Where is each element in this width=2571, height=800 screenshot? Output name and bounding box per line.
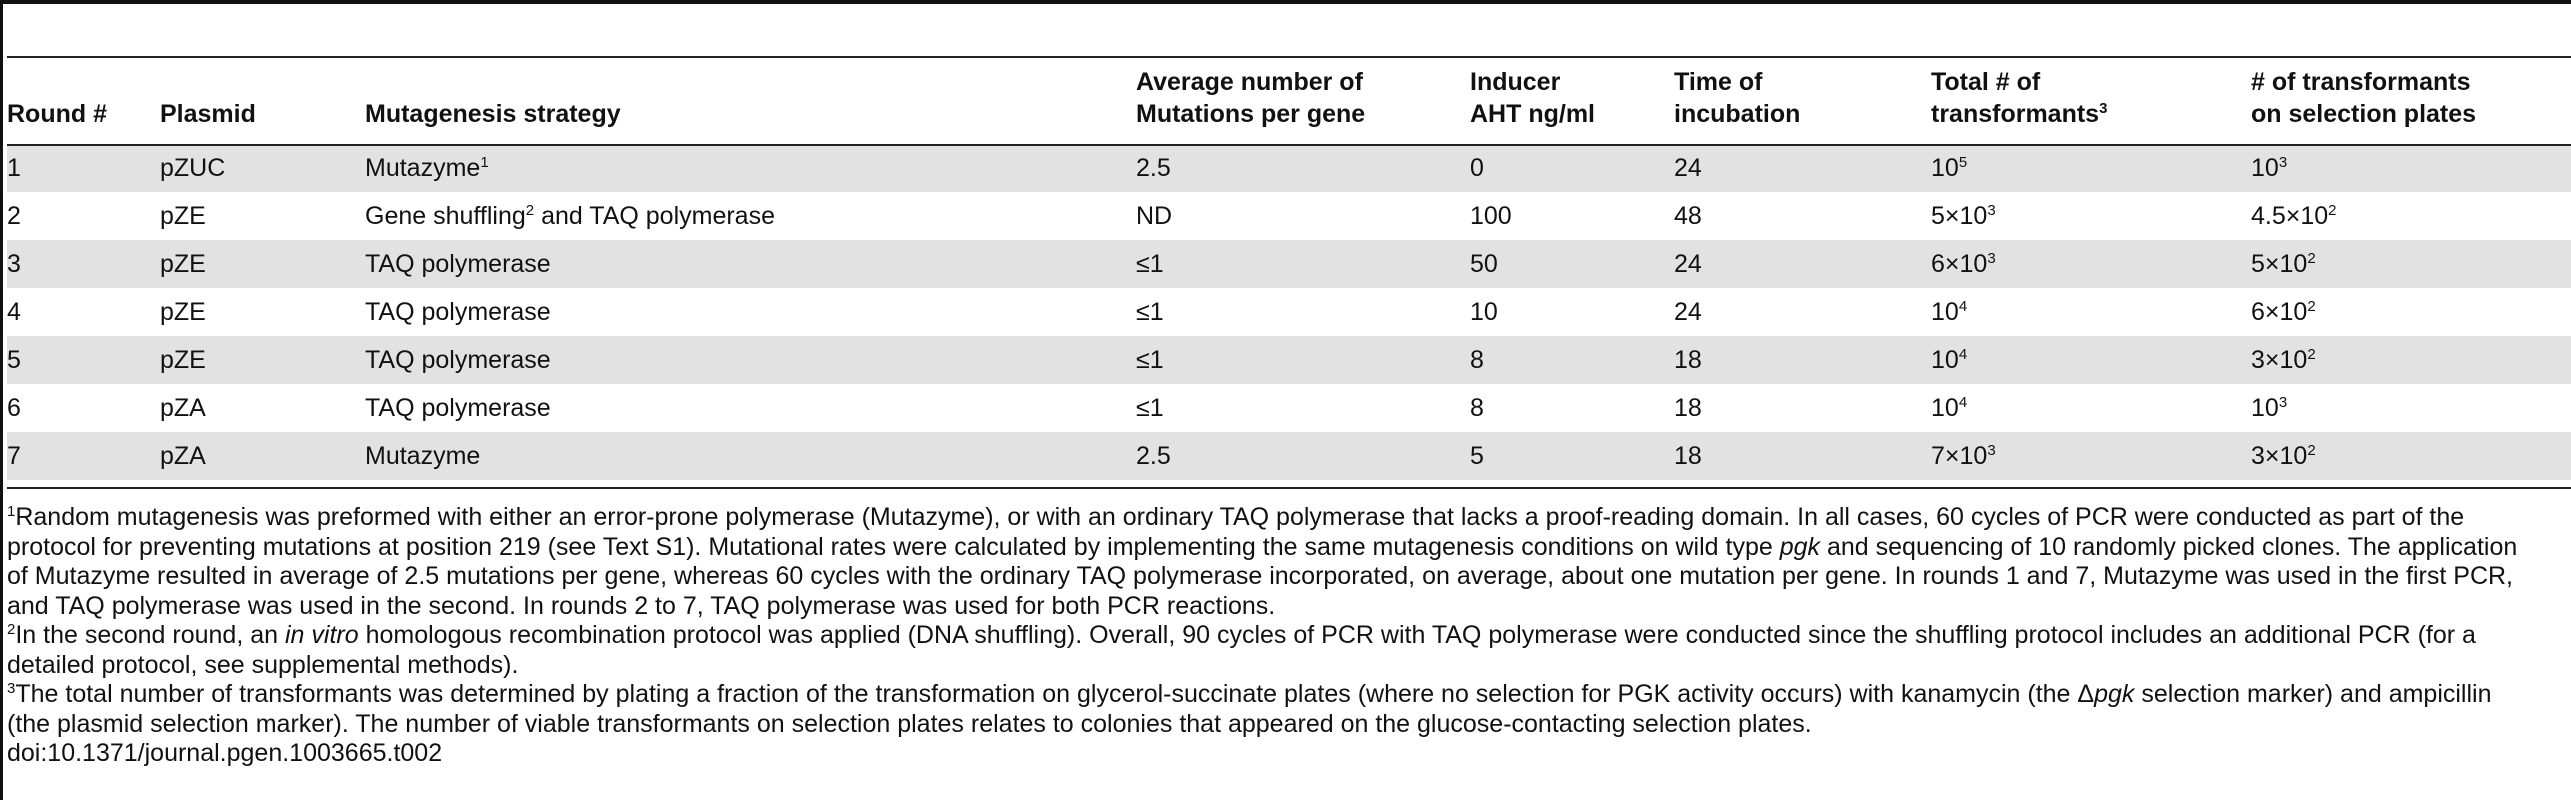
table-row: 5 pZE TAQ polymerase ≤1 8 18 104 3×102 <box>7 336 2571 384</box>
cell-mutations: ≤1 <box>1136 297 1164 326</box>
cell-round: 3 <box>7 240 160 288</box>
cell-inducer: 100 <box>1470 201 1512 230</box>
table-row: 1 pZUC Mutazyme1 2.5 0 24 105 103 <box>7 144 2571 192</box>
cell-selection: 3×102 <box>2251 432 2571 480</box>
cell-total: 105 <box>1931 144 2251 192</box>
col-header-total: Total # of transformants3 <box>1931 68 2108 128</box>
footnotes: 1Random mutagenesis was preformed with e… <box>7 503 2571 769</box>
footnote-1-cont: protocol for preventing mutations at pos… <box>7 532 2518 561</box>
cell-plasmid: pZA <box>160 393 206 422</box>
cell-mutations: 2.5 <box>1136 144 1470 192</box>
col-header-round: Round # <box>7 100 107 128</box>
cell-round: 2 <box>7 201 21 230</box>
footnote-1-cont: of Mutazyme resulted in average of 2.5 m… <box>7 562 2513 590</box>
cell-round: 5 <box>7 336 160 384</box>
table-row: 2 pZE Gene shuffling2 and TAQ polymerase… <box>7 192 2571 240</box>
footnote-3-cont: (the plasmid selection marker). The numb… <box>7 709 1812 738</box>
cell-plasmid: pZE <box>160 240 365 288</box>
cell-time: 48 <box>1674 201 1702 230</box>
cell-selection: 3×102 <box>2251 336 2571 384</box>
cell-total: 104 <box>1931 297 1968 326</box>
cell-selection: 103 <box>2251 144 2571 192</box>
doi-link[interactable]: doi:10.1371/journal.pgen.1003665.t002 <box>7 739 443 767</box>
col-header-mutations: Average number of Mutations per gene <box>1136 68 1366 128</box>
cell-total: 104 <box>1931 336 2251 384</box>
cell-inducer: 8 <box>1470 336 1674 384</box>
table-row: 3 pZE TAQ polymerase ≤1 50 24 6×103 5×10… <box>7 240 2571 288</box>
results-table: Round # Plasmid Mutagenesis strategy Ave… <box>7 64 2571 480</box>
cell-total: 7×103 <box>1931 432 2251 480</box>
cell-time: 18 <box>1674 336 1931 384</box>
left-border <box>0 0 3 800</box>
cell-strategy: Mutazyme <box>365 432 1136 480</box>
cell-time: 24 <box>1674 240 1931 288</box>
footnote-2-cont: detailed protocol, see supplemental meth… <box>7 650 519 679</box>
header-row: Round # Plasmid Mutagenesis strategy Ave… <box>7 64 2571 144</box>
cell-total: 104 <box>1931 393 1968 422</box>
cell-inducer: 8 <box>1470 393 1484 422</box>
cell-plasmid: pZE <box>160 297 206 326</box>
cell-strategy: Gene shuffling2 and TAQ polymerase <box>365 201 775 230</box>
header-bottom-rule <box>7 144 2571 146</box>
cell-round: 4 <box>7 297 21 326</box>
cell-strategy: TAQ polymerase <box>365 393 551 422</box>
cell-selection: 5×102 <box>2251 240 2571 288</box>
cell-plasmid: pZUC <box>160 144 365 192</box>
cell-mutations: ≤1 <box>1136 240 1470 288</box>
cell-inducer: 10 <box>1470 297 1498 326</box>
cell-time: 18 <box>1674 393 1702 422</box>
cell-selection: 6×102 <box>2251 297 2316 326</box>
cell-mutations: ND <box>1136 201 1173 230</box>
cell-round: 1 <box>7 144 160 192</box>
col-header-strategy: Mutagenesis strategy <box>365 100 621 128</box>
table-bottom-rule <box>7 487 2571 489</box>
col-header-time: Time of incubation <box>1674 68 1801 128</box>
col-header-plasmid: Plasmid <box>160 100 256 128</box>
cell-mutations: ≤1 <box>1136 393 1164 422</box>
header-top-rule <box>7 56 2571 58</box>
table-row: 7 pZA Mutazyme 2.5 5 18 7×103 3×102 <box>7 432 2571 480</box>
footnote-1-cont: and TAQ polymerase was used in the secon… <box>7 591 1276 620</box>
cell-strategy: TAQ polymerase <box>365 240 1136 288</box>
cell-total: 6×103 <box>1931 240 2251 288</box>
cell-mutations: ≤1 <box>1136 336 1470 384</box>
cell-time: 18 <box>1674 432 1931 480</box>
footnote-1: 1Random mutagenesis was preformed with e… <box>7 503 2465 531</box>
footnote-3: 3The total number of transformants was d… <box>7 680 2492 708</box>
cell-inducer: 5 <box>1470 432 1674 480</box>
cell-time: 24 <box>1674 144 1931 192</box>
cell-selection: 103 <box>2251 393 2288 422</box>
cell-round: 7 <box>7 432 160 480</box>
cell-inducer: 0 <box>1470 144 1674 192</box>
top-border <box>0 0 2571 4</box>
cell-total: 5×103 <box>1931 201 1996 230</box>
cell-strategy: Mutazyme1 <box>365 144 1136 192</box>
cell-round: 6 <box>7 393 21 422</box>
col-header-selection: # of transformants on selection plates <box>2251 68 2477 128</box>
cell-time: 24 <box>1674 297 1702 326</box>
cell-strategy: TAQ polymerase <box>365 297 551 326</box>
cell-inducer: 50 <box>1470 240 1674 288</box>
table-row: 4 pZE TAQ polymerase ≤1 10 24 104 6×102 <box>7 288 2571 336</box>
col-header-inducer: Inducer AHT ng/ml <box>1470 68 1595 128</box>
cell-plasmid: pZA <box>160 432 365 480</box>
cell-mutations: 2.5 <box>1136 432 1470 480</box>
cell-selection: 4.5×102 <box>2251 201 2337 230</box>
table-row: 6 pZA TAQ polymerase ≤1 8 18 104 103 <box>7 384 2571 432</box>
cell-plasmid: pZE <box>160 201 206 230</box>
cell-plasmid: pZE <box>160 336 365 384</box>
footnote-2: 2In the second round, an in vitro homolo… <box>7 621 2476 649</box>
cell-strategy: TAQ polymerase <box>365 336 1136 384</box>
